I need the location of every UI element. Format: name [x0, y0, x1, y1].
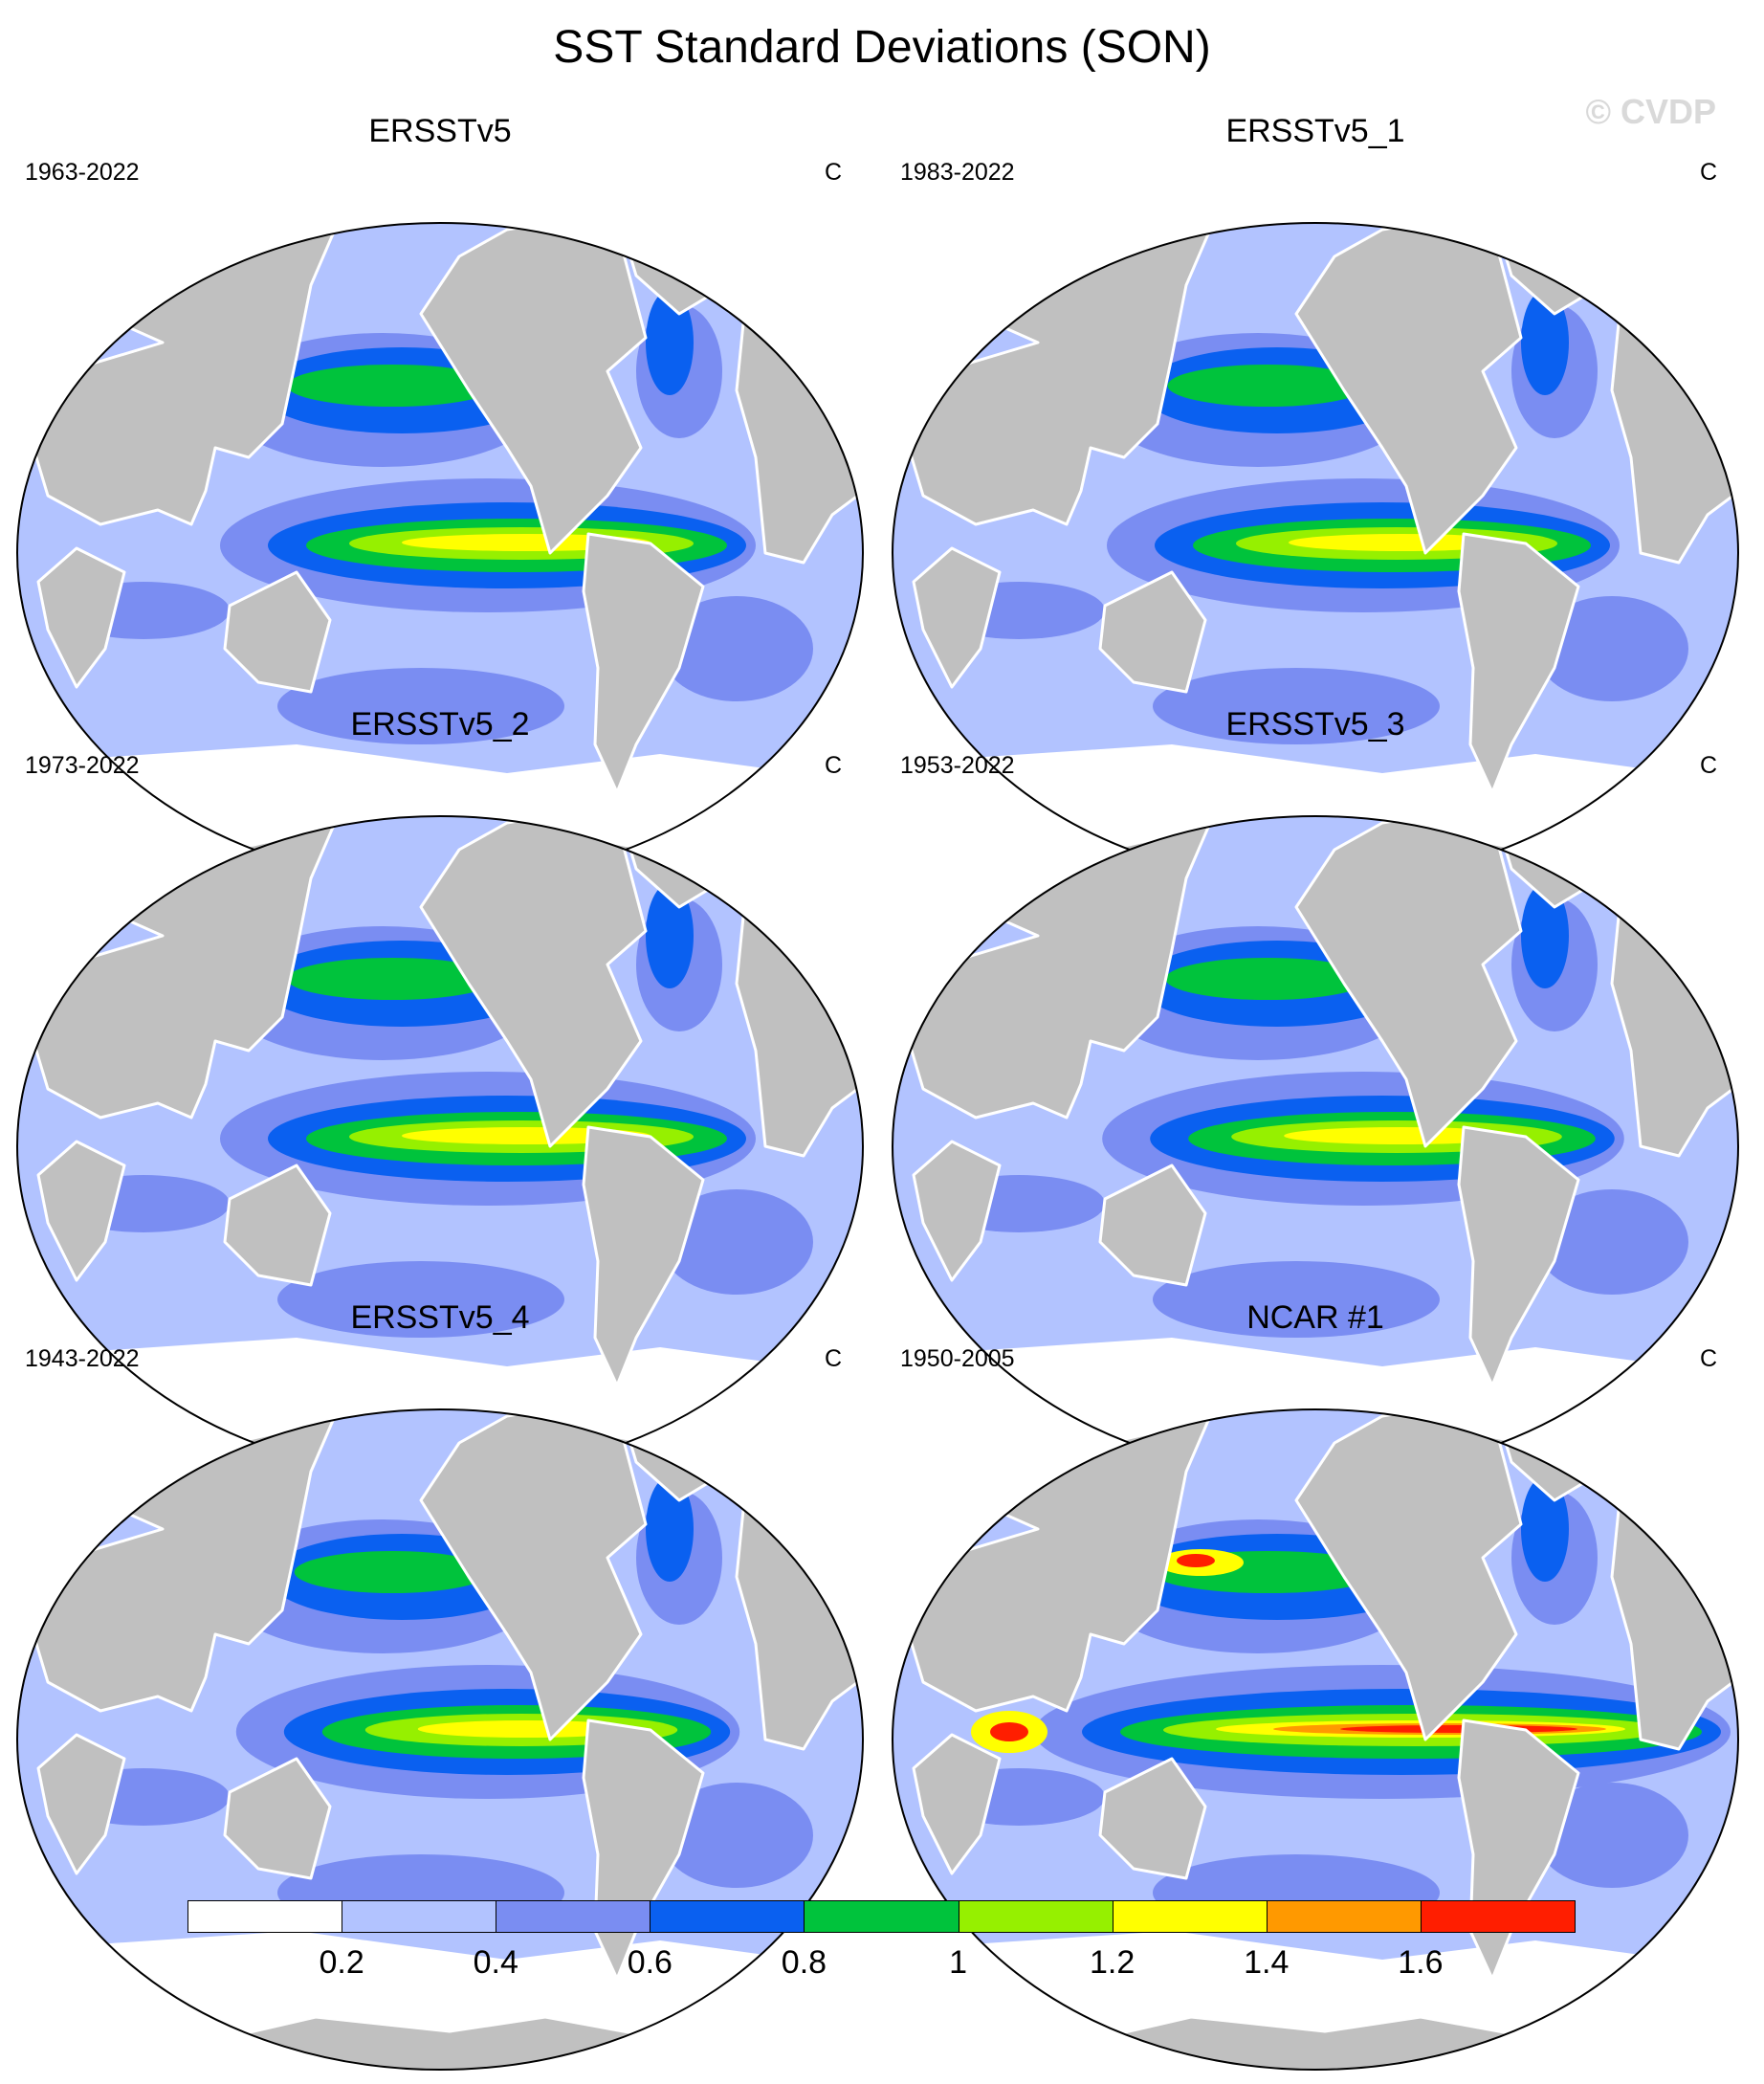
landmass-australia	[223, 570, 332, 694]
panel-years: 1963-2022	[25, 159, 140, 186]
gulf-stream-band	[1521, 883, 1569, 988]
colorbar-swatch	[804, 1900, 959, 1933]
landmass-south-america	[582, 532, 705, 794]
panel-unit: C	[1699, 1345, 1717, 1372]
south-pacific-patch	[1153, 668, 1440, 744]
south-atlantic-patch	[1535, 1189, 1688, 1295]
colorbar-tick-label: 1.2	[1090, 1944, 1136, 1981]
panel-unit: C	[1699, 752, 1717, 779]
kuroshio-band-0.8	[1165, 958, 1370, 1000]
panel-years: 1943-2022	[25, 1345, 140, 1372]
panel-title: NCAR #1	[1246, 1299, 1384, 1336]
enso-band-1.2	[417, 1720, 635, 1738]
landmass-australia	[223, 1757, 332, 1880]
indian-dipole-band-1.6	[990, 1722, 1028, 1741]
colorbar-swatch	[650, 1900, 805, 1933]
panel-unit: C	[824, 752, 842, 779]
south-pacific-patch	[277, 1261, 564, 1338]
colorbar-swatch	[342, 1900, 497, 1933]
panel-title: ERSSTv5_2	[350, 706, 530, 743]
south-atlantic-patch	[1535, 596, 1688, 701]
kuroshio-band-1.6	[1177, 1554, 1215, 1567]
gulf-stream-band	[646, 290, 694, 395]
south-atlantic-patch	[660, 596, 813, 701]
landmass-south-america	[1457, 532, 1580, 794]
map-contents	[17, 1409, 863, 2070]
landmass-africa	[912, 1733, 1002, 1875]
landmass-south-america	[582, 1125, 705, 1387]
panel-unit: C	[824, 159, 842, 186]
gulf-stream-band	[646, 883, 694, 988]
south-atlantic-patch	[1535, 1783, 1688, 1888]
landmass-africa	[36, 1140, 126, 1282]
south-atlantic-patch	[660, 1783, 813, 1888]
map-panel: ERSSTv5_2 1973-2022 C	[10, 706, 871, 1477]
gulf-stream-band	[1521, 290, 1569, 395]
colorbar-tick-label: 1.4	[1244, 1944, 1290, 1981]
map-panel: ERSSTv5_1 1983-2022 C	[885, 113, 1746, 884]
panel-title: ERSSTv5_1	[1225, 113, 1405, 149]
watermark: © CVDP	[1585, 92, 1716, 131]
sst-map	[16, 222, 864, 884]
kuroshio-band-0.8	[294, 1551, 491, 1593]
landmass-africa	[912, 546, 1002, 689]
colorbar-tick-label: 1.6	[1398, 1944, 1444, 1981]
landmass-australia	[1098, 1164, 1207, 1287]
map-panel: ERSSTv5_3 1953-2022 C	[885, 706, 1746, 1477]
colorbar-tick-label: 0.4	[473, 1944, 518, 1981]
map-panel: ERSSTv5 1963-2022 C	[10, 113, 871, 884]
figure-title: SST Standard Deviations (SON)	[553, 22, 1211, 73]
panel-years: 1983-2022	[900, 159, 1015, 186]
colorbar-tick-label: 0.2	[319, 1944, 364, 1981]
map-contents	[17, 816, 863, 1476]
sst-map	[16, 815, 864, 1477]
landmass-south-america	[1457, 1125, 1580, 1387]
panel-title: ERSSTv5_3	[1225, 706, 1405, 743]
colorbar: 0.2 0.4 0.6 0.8 1 1.2 1.4 1.6	[187, 1900, 1576, 1981]
sst-map	[892, 1408, 1739, 2071]
colorbar-swatch	[958, 1900, 1114, 1933]
panel-years: 1953-2022	[900, 752, 1015, 779]
sst-map	[16, 1408, 864, 2071]
south-pacific-patch	[277, 668, 564, 744]
kuroshio-band-0.8	[1167, 365, 1368, 407]
panel-title: ERSSTv5	[368, 113, 512, 149]
panel-unit: C	[1699, 159, 1717, 186]
landmass-australia	[223, 1164, 332, 1287]
south-atlantic-patch	[660, 1189, 813, 1295]
map-panel: ERSSTv5_4 1943-2022 C	[10, 1299, 871, 2071]
kuroshio-band-0.8	[287, 365, 497, 407]
landmass-africa	[36, 1733, 126, 1875]
panel-unit: C	[824, 1345, 842, 1372]
enso-band-1.2	[1284, 1127, 1519, 1144]
colorbar-swatch	[496, 1900, 651, 1933]
colorbar-swatch	[1112, 1900, 1268, 1933]
landmass-australia	[1098, 570, 1207, 694]
colorbar-tick-label: 0.6	[627, 1944, 673, 1981]
panel-years: 1950-2005	[900, 1345, 1015, 1372]
enso-band-1.2	[1289, 534, 1514, 551]
gulf-stream-band	[646, 1476, 694, 1582]
panel-title: ERSSTv5_4	[350, 1299, 530, 1336]
landmass-africa	[912, 1140, 1002, 1282]
south-pacific-patch	[1153, 1261, 1440, 1338]
map-contents	[893, 1409, 1738, 2070]
map-contents	[17, 223, 863, 883]
panel-years: 1973-2022	[25, 752, 140, 779]
landmass-africa	[36, 546, 126, 689]
colorbar-swatch	[187, 1900, 343, 1933]
landmass-australia	[1098, 1757, 1207, 1880]
enso-band-1.6	[1340, 1725, 1577, 1733]
gulf-stream-band	[1521, 1476, 1569, 1582]
map-panel: NCAR #1 1950-2005 C	[885, 1299, 1746, 2071]
kuroshio-band-0.8	[287, 958, 497, 1000]
colorbar-swatch	[1266, 1900, 1422, 1933]
colorbar-tick-label: 0.8	[781, 1944, 827, 1981]
colorbar-tick-label: 1	[949, 1944, 968, 1981]
colorbar-swatch	[1420, 1900, 1576, 1933]
